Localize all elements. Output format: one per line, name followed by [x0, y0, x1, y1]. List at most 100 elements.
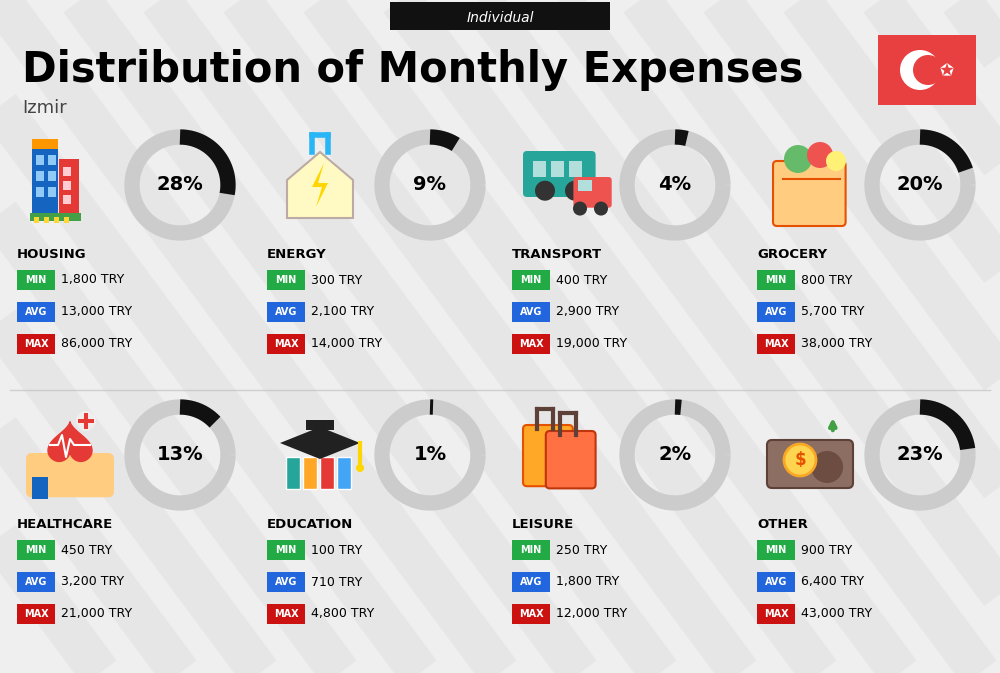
Text: 100 TRY: 100 TRY: [311, 544, 362, 557]
Text: EDUCATION: EDUCATION: [267, 518, 353, 531]
Text: MIN: MIN: [765, 275, 787, 285]
FancyBboxPatch shape: [32, 147, 58, 215]
FancyBboxPatch shape: [36, 187, 44, 197]
FancyBboxPatch shape: [533, 161, 546, 177]
Text: AVG: AVG: [275, 577, 297, 587]
Text: MIN: MIN: [275, 275, 297, 285]
Polygon shape: [280, 427, 360, 459]
Text: 6,400 TRY: 6,400 TRY: [801, 575, 864, 588]
FancyBboxPatch shape: [878, 35, 976, 105]
Text: MIN: MIN: [25, 275, 47, 285]
Text: MAX: MAX: [24, 609, 48, 619]
FancyBboxPatch shape: [320, 457, 334, 489]
Text: 1,800 TRY: 1,800 TRY: [556, 575, 619, 588]
Polygon shape: [48, 421, 92, 462]
FancyBboxPatch shape: [32, 477, 48, 499]
FancyBboxPatch shape: [59, 159, 79, 216]
FancyBboxPatch shape: [267, 302, 305, 322]
Text: 2,100 TRY: 2,100 TRY: [311, 306, 374, 318]
FancyBboxPatch shape: [17, 302, 55, 322]
Text: Izmir: Izmir: [22, 99, 67, 117]
FancyBboxPatch shape: [306, 420, 334, 430]
FancyBboxPatch shape: [757, 540, 795, 560]
FancyBboxPatch shape: [523, 425, 573, 486]
FancyBboxPatch shape: [17, 540, 55, 560]
Circle shape: [535, 180, 555, 201]
Text: 5,700 TRY: 5,700 TRY: [801, 306, 864, 318]
Text: 900 TRY: 900 TRY: [801, 544, 852, 557]
Text: 43,000 TRY: 43,000 TRY: [801, 608, 872, 621]
Text: MAX: MAX: [519, 609, 543, 619]
Text: 1%: 1%: [413, 446, 447, 464]
Text: MAX: MAX: [764, 339, 788, 349]
Text: 20%: 20%: [897, 176, 943, 194]
Circle shape: [565, 180, 585, 201]
FancyBboxPatch shape: [48, 187, 56, 197]
Text: Individual: Individual: [466, 11, 534, 25]
FancyBboxPatch shape: [36, 155, 44, 165]
Text: 38,000 TRY: 38,000 TRY: [801, 337, 872, 351]
Polygon shape: [940, 68, 944, 75]
Wedge shape: [900, 50, 940, 90]
FancyBboxPatch shape: [390, 2, 610, 30]
Polygon shape: [287, 152, 353, 218]
Text: 23%: 23%: [897, 446, 943, 464]
FancyBboxPatch shape: [578, 180, 592, 191]
Text: MIN: MIN: [25, 545, 47, 555]
FancyBboxPatch shape: [757, 302, 795, 322]
Text: 13%: 13%: [157, 446, 203, 464]
FancyBboxPatch shape: [551, 161, 564, 177]
Text: MAX: MAX: [764, 609, 788, 619]
Polygon shape: [943, 73, 951, 75]
Text: MIN: MIN: [520, 545, 542, 555]
Text: AVG: AVG: [25, 307, 47, 317]
Circle shape: [573, 201, 587, 215]
FancyBboxPatch shape: [286, 457, 300, 489]
FancyBboxPatch shape: [17, 270, 55, 290]
Polygon shape: [947, 63, 954, 68]
FancyBboxPatch shape: [267, 604, 305, 624]
Text: 400 TRY: 400 TRY: [556, 273, 607, 287]
FancyBboxPatch shape: [63, 195, 71, 204]
Text: AVG: AVG: [765, 307, 787, 317]
FancyBboxPatch shape: [30, 213, 81, 221]
FancyBboxPatch shape: [523, 151, 596, 197]
Circle shape: [76, 411, 96, 431]
FancyBboxPatch shape: [48, 171, 56, 181]
Text: 4,800 TRY: 4,800 TRY: [311, 608, 374, 621]
Text: MAX: MAX: [519, 339, 543, 349]
Text: MAX: MAX: [24, 339, 48, 349]
FancyBboxPatch shape: [303, 457, 317, 489]
Text: 710 TRY: 710 TRY: [311, 575, 362, 588]
Polygon shape: [940, 63, 947, 68]
Wedge shape: [913, 55, 943, 85]
FancyBboxPatch shape: [34, 217, 39, 223]
FancyBboxPatch shape: [267, 540, 305, 560]
Text: 300 TRY: 300 TRY: [311, 273, 362, 287]
FancyBboxPatch shape: [757, 270, 795, 290]
Text: HOUSING: HOUSING: [17, 248, 87, 261]
Text: 2,900 TRY: 2,900 TRY: [556, 306, 619, 318]
Text: 3,200 TRY: 3,200 TRY: [61, 575, 124, 588]
Text: 14,000 TRY: 14,000 TRY: [311, 337, 382, 351]
Text: AVG: AVG: [765, 577, 787, 587]
Circle shape: [807, 142, 833, 168]
Circle shape: [784, 444, 816, 476]
Text: 28%: 28%: [157, 176, 203, 194]
FancyBboxPatch shape: [267, 270, 305, 290]
FancyBboxPatch shape: [512, 604, 550, 624]
FancyBboxPatch shape: [36, 171, 44, 181]
FancyBboxPatch shape: [757, 334, 795, 354]
FancyBboxPatch shape: [63, 181, 71, 190]
Circle shape: [826, 151, 846, 171]
FancyBboxPatch shape: [512, 572, 550, 592]
FancyBboxPatch shape: [17, 334, 55, 354]
FancyBboxPatch shape: [63, 167, 71, 176]
Text: GROCERY: GROCERY: [757, 248, 827, 261]
Text: MIN: MIN: [275, 545, 297, 555]
FancyBboxPatch shape: [757, 572, 795, 592]
FancyBboxPatch shape: [573, 177, 612, 208]
Circle shape: [356, 464, 364, 472]
Text: MAX: MAX: [274, 339, 298, 349]
Text: 9%: 9%: [414, 176, 446, 194]
